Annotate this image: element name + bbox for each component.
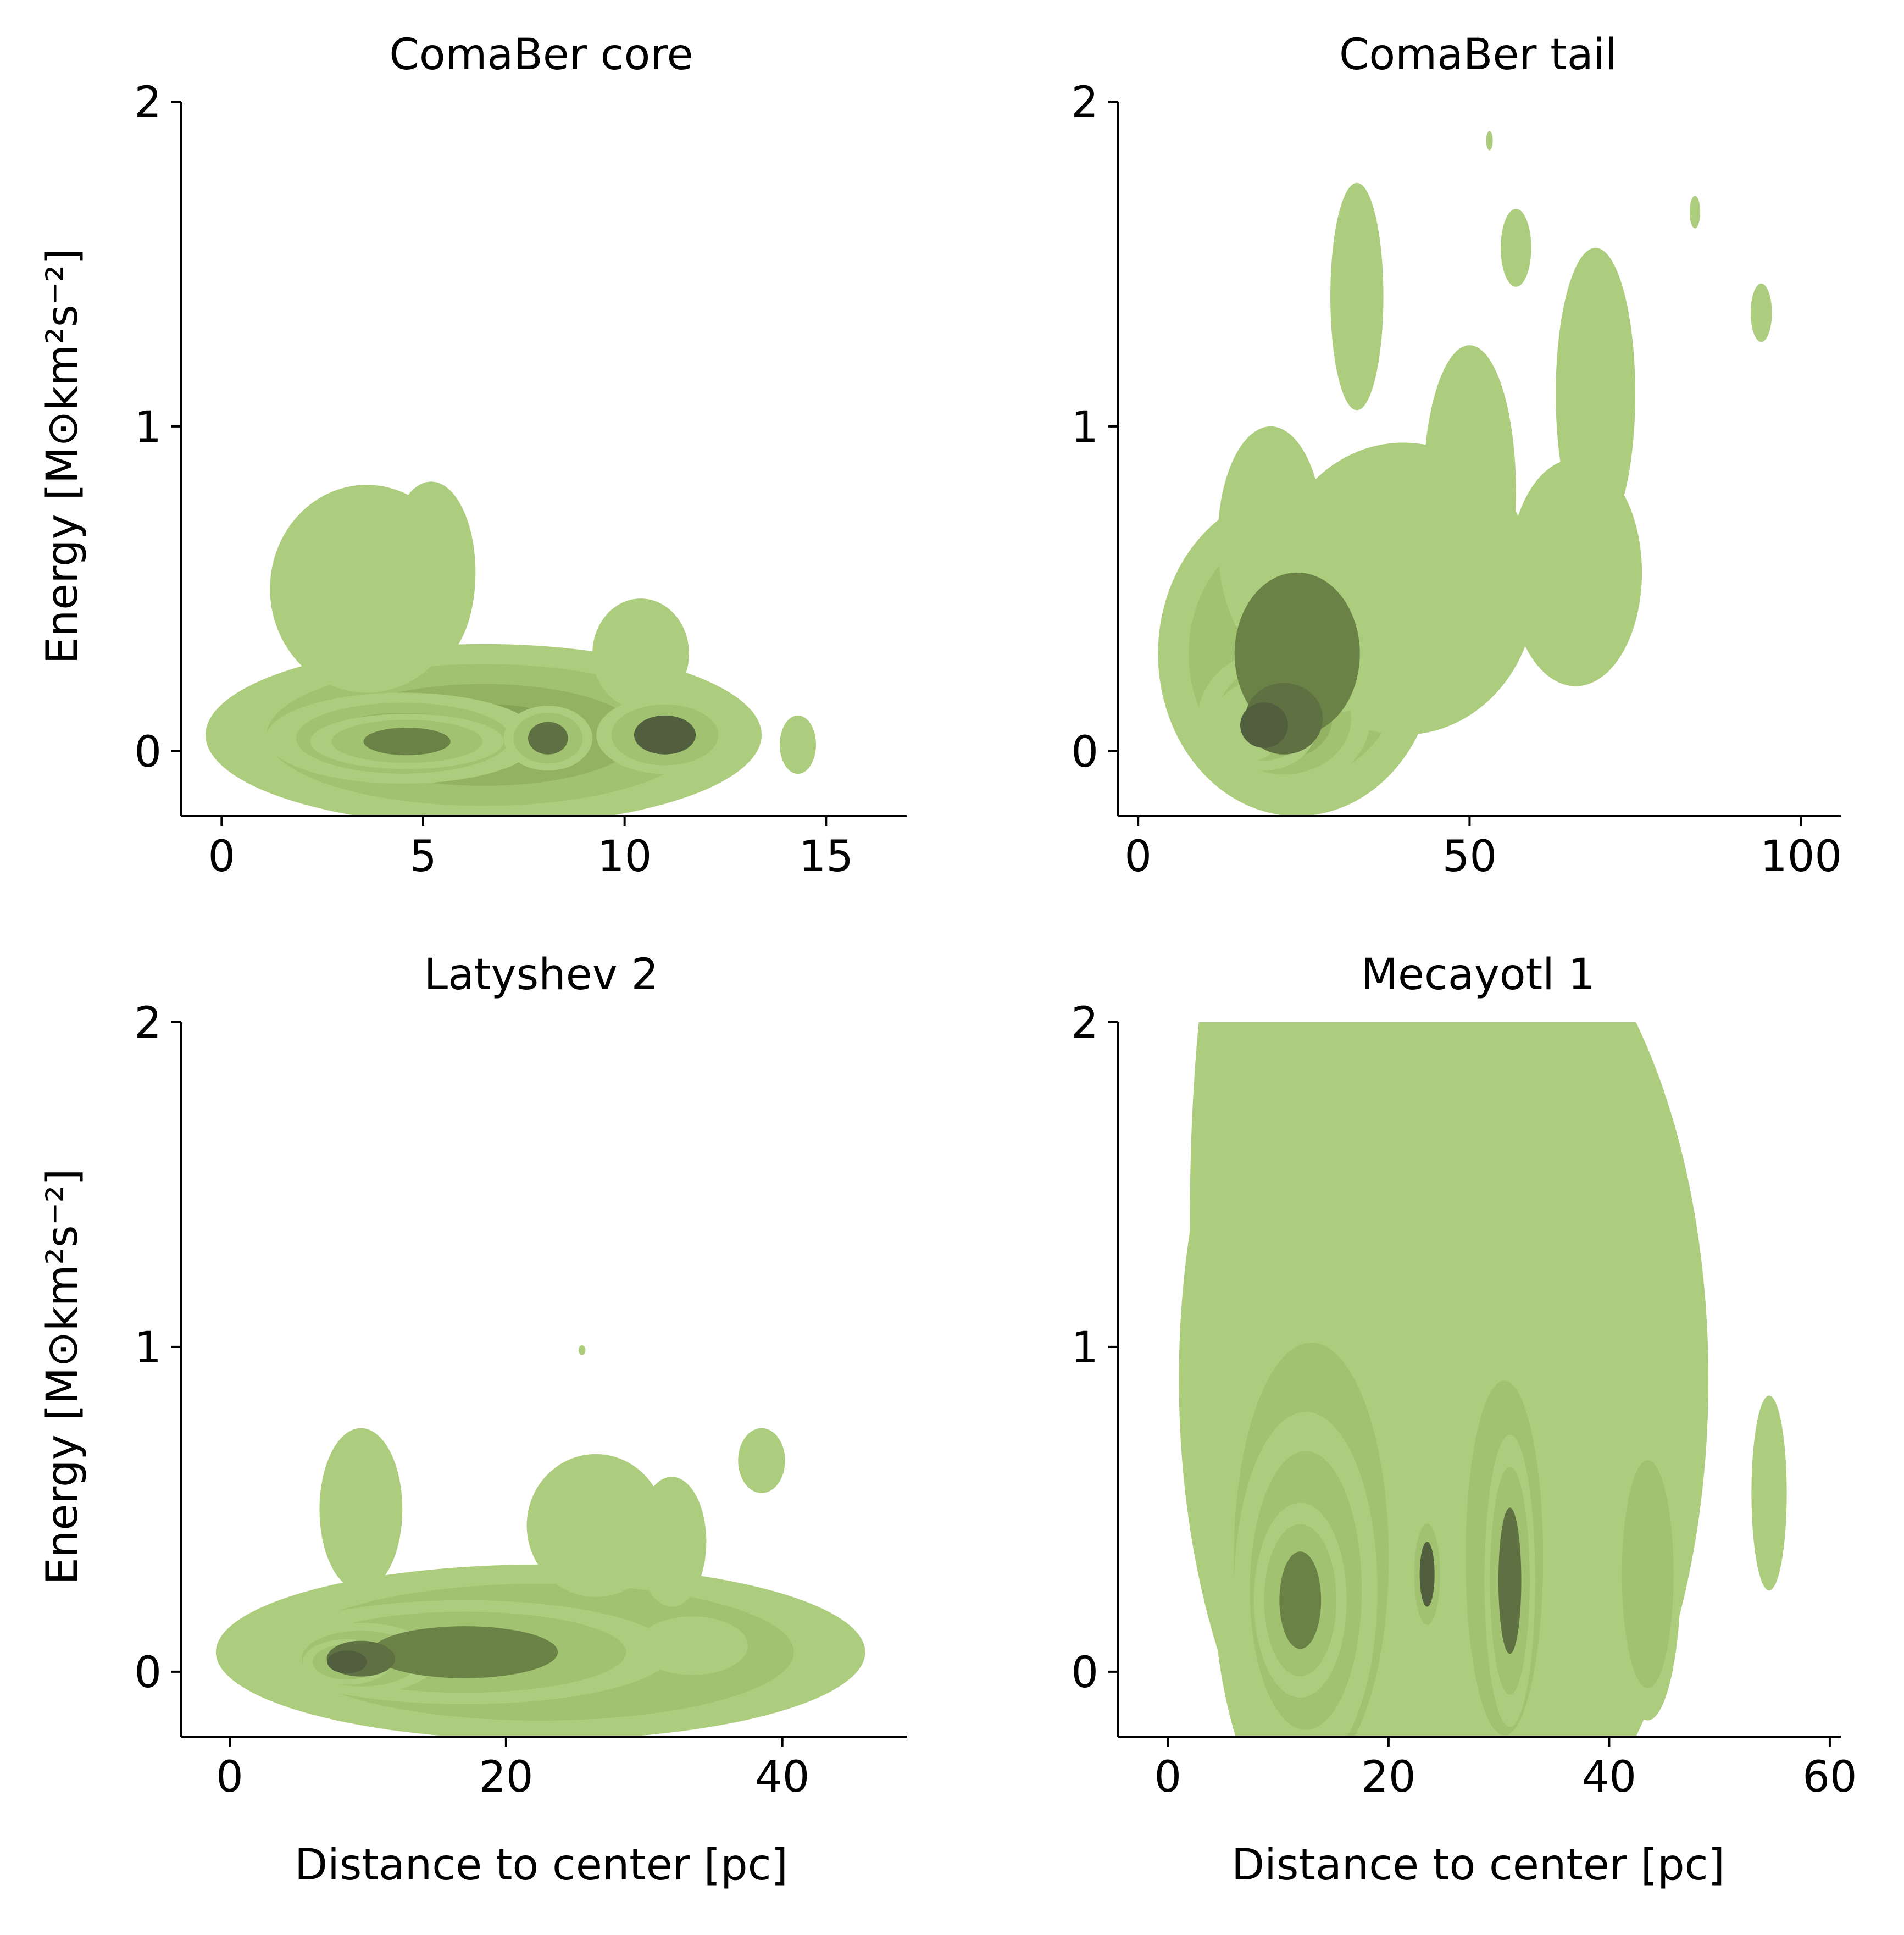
y-tick-label: 2	[134, 78, 162, 127]
panel-comaber-core: ComaBer core Energy [M⊙km²s⁻²] 0 5 10 15 0 1 2	[38, 30, 907, 881]
x-tick-label: 15	[799, 832, 853, 881]
density-core	[1419, 1542, 1435, 1607]
density-contour	[387, 481, 476, 664]
y-tick-label: 0	[134, 728, 162, 777]
panel-title: Mecayotl 1	[1361, 950, 1596, 1000]
x-tick-label: 40	[755, 1753, 809, 1802]
y-tick-label: 0	[134, 1648, 162, 1698]
y-tick-label: 1	[134, 1323, 162, 1373]
density-contour	[1520, 1022, 1609, 1412]
kde-contours	[1179, 1022, 1787, 1737]
density-contour	[780, 715, 816, 774]
density-core	[634, 715, 696, 755]
x-tick-label: 0	[208, 832, 236, 881]
y-tick-label: 2	[1071, 78, 1098, 127]
x-tick-label: 5	[409, 832, 437, 881]
density-contour	[637, 1616, 748, 1675]
y-tick-label: 1	[134, 403, 162, 452]
x-axis-label: Distance to center [pc]	[1231, 1840, 1725, 1890]
density-contour	[1751, 1395, 1787, 1591]
density-core	[327, 1650, 367, 1673]
x-tick-label: 50	[1442, 832, 1497, 881]
x-tick-label: 0	[1124, 832, 1152, 881]
y-tick-label: 1	[1071, 1323, 1098, 1373]
y-tick-label: 0	[1071, 728, 1098, 777]
density-contour	[738, 1428, 785, 1493]
x-tick-label: 0	[216, 1753, 243, 1802]
y-tick-label: 0	[1071, 1648, 1098, 1698]
kde-contours	[1158, 131, 1772, 816]
y-axis-label: Energy [M⊙km²s⁻²]	[38, 1169, 87, 1585]
density-contour	[1330, 182, 1384, 411]
y-axis-label: Energy [M⊙km²s⁻²]	[38, 248, 87, 664]
panel-latyshev-2: Latyshev 2 Energy [M⊙km²s⁻²] Distance to…	[38, 950, 907, 1890]
density-core	[1279, 1551, 1322, 1649]
density-contour	[1689, 196, 1701, 229]
density-core	[1498, 1507, 1522, 1654]
y-tick-label: 2	[134, 999, 162, 1048]
density-contour	[319, 1428, 403, 1591]
density-core	[363, 727, 451, 756]
x-tick-label: 20	[1361, 1753, 1415, 1802]
density-core	[528, 722, 568, 755]
density-core	[371, 1626, 558, 1678]
density-contour	[1423, 345, 1516, 637]
panel-comaber-tail: ComaBer tail 0 50 100 0 1 2	[1071, 30, 1842, 881]
y-tick-label: 1	[1071, 403, 1098, 452]
x-tick-label: 100	[1760, 832, 1842, 881]
density-contour	[578, 1345, 586, 1355]
x-tick-label: 20	[479, 1753, 533, 1802]
density-contour	[637, 1477, 707, 1607]
density-contour	[1750, 283, 1772, 342]
density-contour	[1622, 1460, 1674, 1688]
x-tick-label: 10	[597, 832, 652, 881]
panel-title: Latyshev 2	[424, 950, 659, 1000]
density-contour	[1556, 247, 1636, 540]
density-core	[1240, 702, 1288, 748]
y-tick-label: 2	[1071, 999, 1098, 1048]
panel-mecayotl-1: Mecayotl 1 Distance to center [pc] 0 20 40…	[1071, 950, 1857, 1890]
x-tick-label: 40	[1582, 1753, 1636, 1802]
x-axis-label: Distance to center [pc]	[295, 1840, 788, 1890]
kde-contours	[206, 481, 816, 816]
x-tick-label: 0	[1154, 1753, 1182, 1802]
density-contour	[592, 598, 689, 709]
kde-contours	[216, 1345, 865, 1737]
x-tick-label: 60	[1802, 1753, 1857, 1802]
density-contour	[526, 1454, 665, 1597]
density-contour	[1486, 131, 1493, 151]
panel-title: ComaBer tail	[1339, 30, 1617, 80]
panel-title: ComaBer core	[389, 30, 693, 80]
density-contour	[1501, 209, 1531, 287]
